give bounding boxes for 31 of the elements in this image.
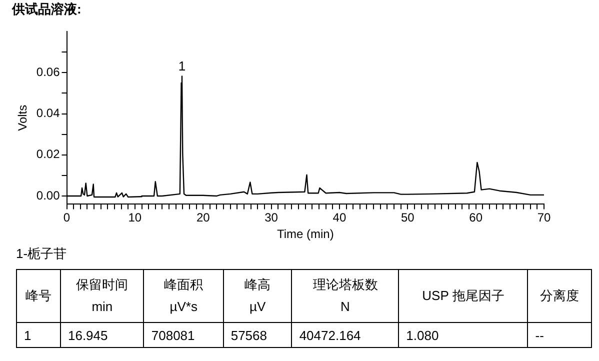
category-label: USP 拖尾因子: [398, 270, 528, 322]
category-label: 峰高 µV: [223, 270, 292, 322]
category-label: 峰面积 µV*s: [144, 270, 224, 322]
y-tick-label: 0.00: [36, 188, 60, 202]
text: 1.080: [406, 328, 439, 342]
x-tick-label: 10: [128, 210, 142, 225]
x-axis-title: Time (min): [276, 227, 334, 242]
x-tick-label: 60: [469, 210, 483, 225]
category-label: 保留时间 min: [60, 270, 144, 322]
text: 57568: [230, 328, 267, 342]
chart-title: 供试品溶液:: [11, 1, 82, 16]
x-tick-label: 40: [332, 210, 346, 225]
y-tick-label: 0.06: [36, 65, 60, 80]
x-tick-label: 20: [196, 210, 210, 225]
x-tick-label: 50: [400, 210, 415, 225]
text: 1: [24, 328, 32, 342]
x-tick-label: 0: [63, 210, 70, 225]
x-tick-label: 70: [537, 210, 551, 225]
x-tick-label: 30: [264, 210, 278, 225]
y-tick-label: 0.02: [36, 147, 60, 162]
y-axis-title: Volts: [16, 104, 30, 131]
category-label: 理论塔板数 N: [292, 270, 399, 322]
category-label: 峰号: [16, 270, 60, 322]
y-tick-label: 0.04: [36, 106, 60, 120]
annotation: 1: [178, 58, 186, 74]
text: 16.945: [68, 328, 108, 342]
text: 708081: [151, 328, 195, 342]
text: --: [535, 328, 544, 342]
text: 40472.164: [299, 328, 361, 342]
category-label: 分离度: [528, 270, 592, 322]
text: 1-栀子苷: [16, 245, 68, 263]
